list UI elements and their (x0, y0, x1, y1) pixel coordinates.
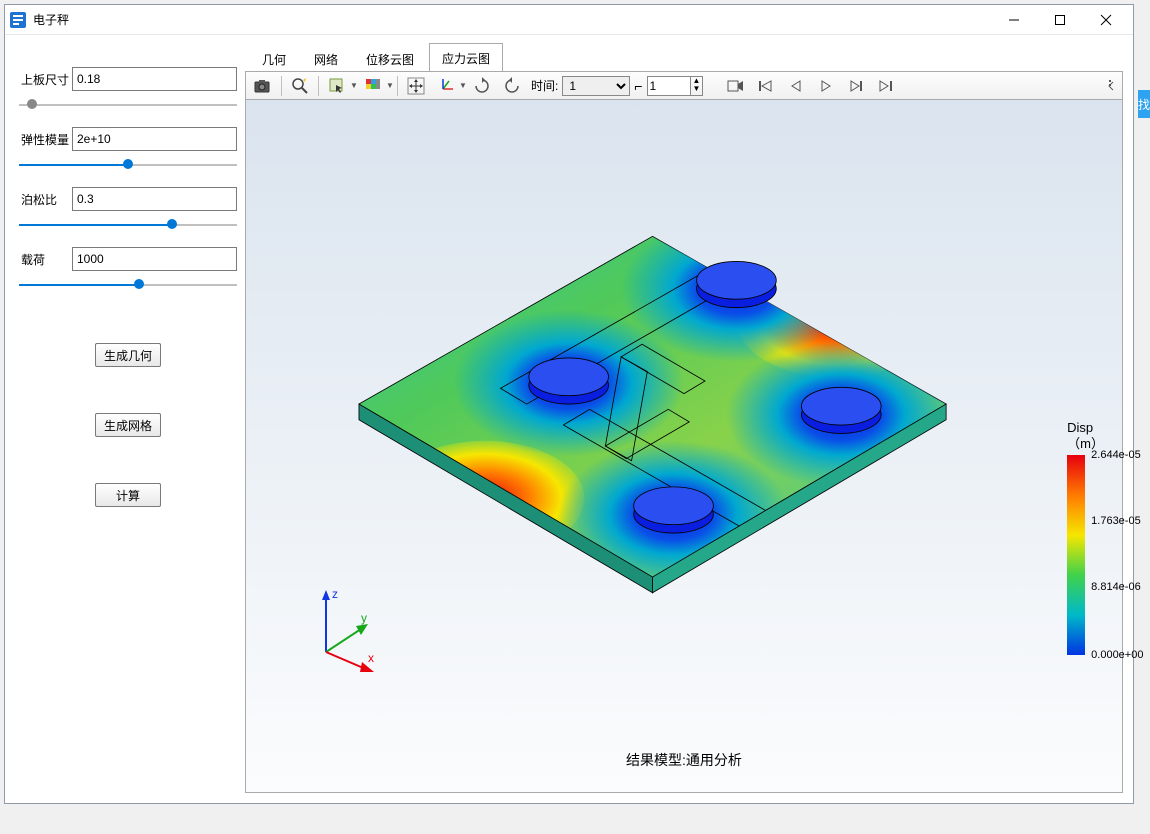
play-icon[interactable] (812, 74, 840, 98)
colormap-icon[interactable] (359, 74, 387, 98)
view-tabs: 几何网络位移云图应力云图 (245, 43, 1123, 71)
selection-icon[interactable] (323, 74, 351, 98)
main-area: 上板尺寸弹性模量泊松比载荷 生成几何 生成网格 计算 几何网络位移云图应力云图 … (15, 43, 1123, 793)
legend-tick: 8.814e-06 (1091, 581, 1141, 593)
legend-tick: 0.000e+00 (1091, 649, 1143, 661)
param-input-2[interactable] (72, 187, 237, 211)
parameter-panel: 上板尺寸弹性模量泊松比载荷 生成几何 生成网格 计算 (15, 43, 245, 793)
window-title: 电子秤 (33, 11, 991, 28)
generate-mesh-button[interactable]: 生成网格 (95, 413, 161, 437)
svg-text:z: z (332, 587, 338, 601)
axes-icon[interactable] (432, 74, 460, 98)
minimize-button[interactable] (991, 6, 1037, 34)
pan-icon[interactable] (402, 74, 430, 98)
time-label: 时间: (531, 77, 558, 94)
param-row: 弹性模量 (19, 127, 237, 151)
titlebar: 电子秤 (5, 5, 1133, 35)
param-slider-0[interactable] (19, 97, 237, 113)
viewport-3d[interactable]: z y x Disp（m） (246, 100, 1122, 792)
param-label: 弹性模量 (19, 131, 72, 148)
rotate-cw-icon[interactable] (468, 74, 496, 98)
app-window: 电子秤 上板尺寸弹性模量泊松比载荷 生成几何 生成网格 计算 几何网络位移云图应… (4, 4, 1134, 804)
viewport-toolbar: ▼ ▼ ▼ 时间: 1 ⌐ ▲▼ (246, 72, 1122, 100)
tab-0[interactable]: 几何 (249, 44, 299, 72)
legend-tick: 1.763e-05 (1091, 515, 1141, 527)
param-input-3[interactable] (72, 247, 237, 271)
param-slider-2[interactable] (19, 217, 237, 233)
param-input-1[interactable] (72, 127, 237, 151)
time-select[interactable]: 1 (562, 76, 630, 96)
first-frame-icon[interactable] (752, 74, 780, 98)
stress-plot (246, 100, 1122, 792)
next-frame-icon[interactable] (842, 74, 870, 98)
step-spinner[interactable]: ▲▼ (690, 76, 704, 96)
selection-dropdown-icon[interactable]: ▼ (350, 81, 358, 90)
close-button[interactable] (1083, 6, 1129, 34)
tab-1[interactable]: 网络 (301, 44, 351, 72)
svg-text:y: y (361, 611, 367, 625)
axes-triad: z y x (306, 582, 396, 672)
compute-button[interactable]: 计算 (95, 483, 161, 507)
param-slider-1[interactable] (19, 157, 237, 173)
camera-icon[interactable] (249, 74, 277, 98)
param-input-0[interactable] (72, 67, 237, 91)
param-row: 上板尺寸 (19, 67, 237, 91)
legend-tick: 2.644e-05 (1091, 449, 1141, 461)
toolbar-overflow-icon[interactable] (1105, 74, 1119, 98)
param-slider-3[interactable] (19, 277, 237, 293)
view-panel: 几何网络位移云图应力云图 ▼ ▼ ▼ 时间: (245, 43, 1123, 793)
tab-2[interactable]: 位移云图 (353, 44, 427, 72)
axes-dropdown-icon[interactable]: ▼ (459, 81, 467, 90)
record-icon[interactable] (722, 74, 750, 98)
rotate-ccw-icon[interactable] (498, 74, 526, 98)
step-input[interactable] (647, 76, 691, 96)
param-label: 载荷 (19, 251, 72, 268)
zoom-fit-icon[interactable] (286, 74, 314, 98)
color-legend: Disp（m） 2.644e-051.763e-058.814e-060.000… (1067, 420, 1104, 655)
prev-frame-icon[interactable] (782, 74, 810, 98)
tab-3[interactable]: 应力云图 (429, 43, 503, 72)
generate-geometry-button[interactable]: 生成几何 (95, 343, 161, 367)
app-icon (9, 11, 27, 29)
svg-text:x: x (368, 651, 374, 665)
side-badge: 找 (1138, 90, 1150, 118)
last-frame-icon[interactable] (872, 74, 900, 98)
result-label: 结果模型:通用分析 (246, 750, 1122, 770)
legend-title: Disp（m） (1067, 420, 1104, 451)
step-mark-icon: ⌐ (634, 78, 642, 94)
param-label: 泊松比 (19, 191, 72, 208)
colormap-dropdown-icon[interactable]: ▼ (386, 81, 394, 90)
param-row: 泊松比 (19, 187, 237, 211)
param-label: 上板尺寸 (19, 71, 72, 88)
maximize-button[interactable] (1037, 6, 1083, 34)
window-buttons (991, 6, 1129, 34)
param-row: 载荷 (19, 247, 237, 271)
canvas-area: ▼ ▼ ▼ 时间: 1 ⌐ ▲▼ (245, 71, 1123, 793)
